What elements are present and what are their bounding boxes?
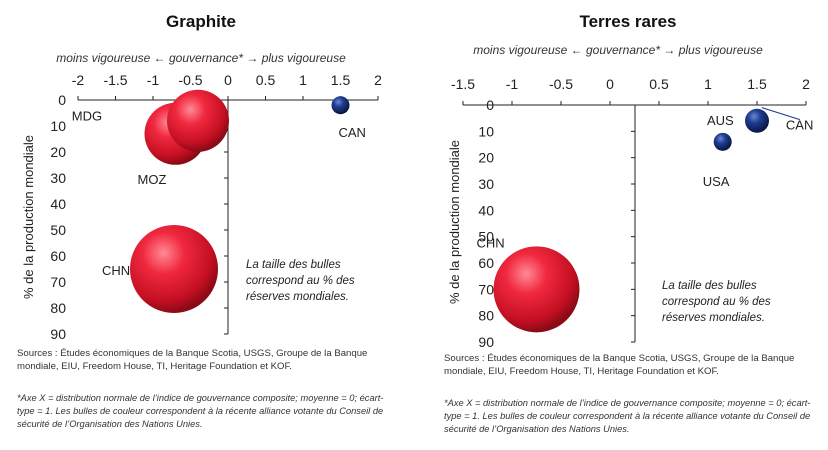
bubble-label: CHN xyxy=(102,263,130,278)
y-tick-label: 20 xyxy=(478,150,494,166)
chart-title: Terres rares xyxy=(579,12,676,31)
bubble-label: CAN xyxy=(786,118,813,133)
y-tick-label: 30 xyxy=(478,176,494,192)
footnote-right: *Axe X = distribution normale de l’indic… xyxy=(444,398,811,434)
bubble-can xyxy=(331,96,350,115)
bubble-labels: AUS CAN USA CHN xyxy=(477,107,813,250)
x-tick-label: -1 xyxy=(147,72,160,88)
x-tick-labels: -1.5 -1 -0.5 0 0.5 1 1.5 2 xyxy=(451,76,810,92)
x-tick-label: 1.5 xyxy=(331,72,351,88)
sources-left: Sources : Études économiques de la Banqu… xyxy=(17,348,368,372)
bubble-label: MOZ xyxy=(138,172,167,187)
bubble-usa xyxy=(713,132,732,151)
chart-title: Graphite xyxy=(166,12,236,31)
x-tick-marks xyxy=(462,101,807,105)
bubbles xyxy=(130,89,350,313)
size-annotation: La taille des bulles correspond au % des… xyxy=(246,259,355,303)
bubble-label: CAN xyxy=(339,125,366,140)
bubble-label: MDG xyxy=(72,108,102,123)
chart-graphite: Graphite moins vigoureuse ← gouvernance*… xyxy=(21,12,382,342)
x-tick-label: 1 xyxy=(299,72,307,88)
bubble-labels: MDG MOZ CAN CHN xyxy=(72,108,366,278)
governance-caption: moins vigoureuse ← gouvernance* → plus v… xyxy=(473,43,763,57)
bubble-aus xyxy=(745,108,769,133)
annotation-line: La taille des bulles xyxy=(246,259,341,271)
x-tick-label: -1.5 xyxy=(451,76,475,92)
x-tick-labels: -2 -1.5 -1 -0.5 0 0.5 1 1.5 2 xyxy=(72,72,382,88)
y-tick-marks xyxy=(631,104,635,343)
chart-terres-rares: Terres rares moins vigoureuse ← gouverna… xyxy=(447,12,813,350)
x-tick-label: -1.5 xyxy=(103,72,127,88)
y-tick-label: 80 xyxy=(478,308,494,324)
y-tick-label: 70 xyxy=(50,274,66,290)
bubble-chn xyxy=(493,246,580,333)
y-axis-label: % de la production mondiale xyxy=(447,140,462,304)
governance-caption: moins vigoureuse ← gouvernance* → plus v… xyxy=(56,51,346,65)
x-tick-label: -2 xyxy=(72,72,85,88)
x-tick-label: -0.5 xyxy=(549,76,573,92)
y-tick-label: 60 xyxy=(478,255,494,271)
x-tick-label: -1 xyxy=(506,76,519,92)
x-tick-label: 1 xyxy=(704,76,712,92)
x-tick-label: 0 xyxy=(224,72,232,88)
x-tick-label: 0.5 xyxy=(256,72,276,88)
y-tick-label: 90 xyxy=(50,326,66,342)
y-tick-label: 10 xyxy=(50,118,66,134)
y-tick-label: 90 xyxy=(478,334,494,350)
y-tick-labels: 0 10 20 30 40 50 60 70 80 90 xyxy=(50,92,66,342)
annotation-line: correspond au % des xyxy=(246,275,355,287)
y-axis-label: % de la production mondiale xyxy=(21,135,36,299)
sources-right: Sources : Études économiques de la Banqu… xyxy=(444,353,795,377)
y-tick-label: 60 xyxy=(50,248,66,264)
x-tick-label: 2 xyxy=(802,76,810,92)
x-tick-label: -0.5 xyxy=(178,72,202,88)
y-tick-label: 80 xyxy=(50,300,66,316)
y-tick-label: 30 xyxy=(50,170,66,186)
annotation-line: correspond au % des xyxy=(662,296,771,308)
bubble-chn xyxy=(130,225,218,313)
bubbles xyxy=(493,108,769,333)
size-annotation: La taille des bulles correspond au % des… xyxy=(662,280,771,324)
y-tick-label: 50 xyxy=(478,229,494,245)
y-tick-label: 20 xyxy=(50,144,66,160)
y-tick-label: 40 xyxy=(478,202,494,218)
footnote-left: *Axe X = distribution normale de l’indic… xyxy=(17,393,384,429)
x-tick-label: 1.5 xyxy=(747,76,767,92)
annotation-line: réserves mondiales. xyxy=(246,291,349,303)
y-tick-label: 40 xyxy=(50,196,66,212)
bubble-label: AUS xyxy=(707,113,734,128)
y-tick-label: 0 xyxy=(58,92,66,108)
annotation-line: réserves mondiales. xyxy=(662,312,765,324)
y-tick-label: 70 xyxy=(478,281,494,297)
annotation-line: La taille des bulles xyxy=(662,280,757,292)
y-tick-label: 50 xyxy=(50,222,66,238)
x-tick-label: 0.5 xyxy=(649,76,669,92)
x-tick-marks xyxy=(77,96,379,100)
bubble-label: CHN xyxy=(477,235,505,250)
y-tick-label: 10 xyxy=(478,123,494,139)
x-tick-label: 2 xyxy=(374,72,382,88)
bubble-label: USA xyxy=(703,174,730,189)
x-tick-label: 0 xyxy=(606,76,614,92)
bubble-unlabeled xyxy=(167,89,229,152)
leader-line xyxy=(761,107,801,121)
